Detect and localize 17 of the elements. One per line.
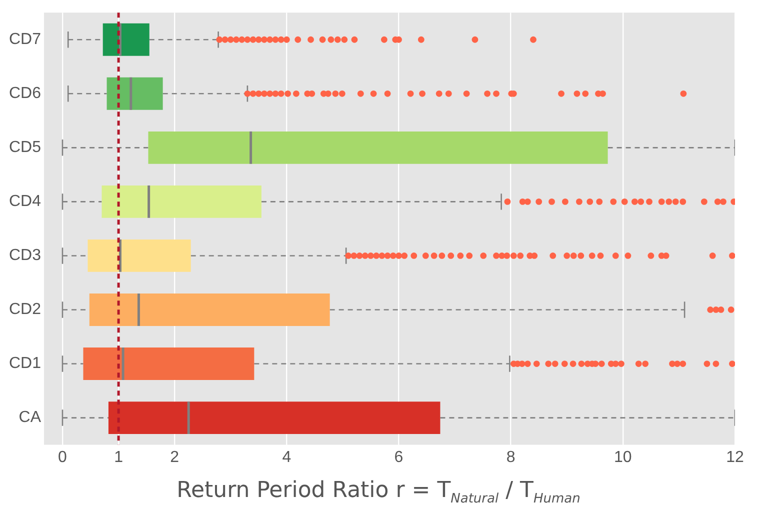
x-tick-label: 4 [282,448,292,466]
x-tick-label: 6 [394,448,404,466]
x-tick-label: 12 [726,448,744,466]
y-tick-label: CA [18,409,42,426]
x-tick-label: 10 [614,448,632,466]
y-tick-label: CD1 [8,355,42,372]
x-tick-label: 2 [170,448,180,466]
x-tick-label: 0 [58,448,68,466]
y-tick-label: CD6 [8,85,42,102]
x-axis-title: Return Period Ratio r = T$_{Natural}$ / T$_{Human}$ [176,478,582,506]
y-tick-label: CD7 [8,31,42,48]
x-tick-label: 1 [114,448,124,466]
y-tick-label: CD5 [8,139,42,156]
x-tick-label: 8 [506,448,516,466]
y-tick-label: CD3 [8,247,42,264]
y-tick-label: CD4 [8,193,42,210]
y-tick-label: CD2 [8,301,42,318]
